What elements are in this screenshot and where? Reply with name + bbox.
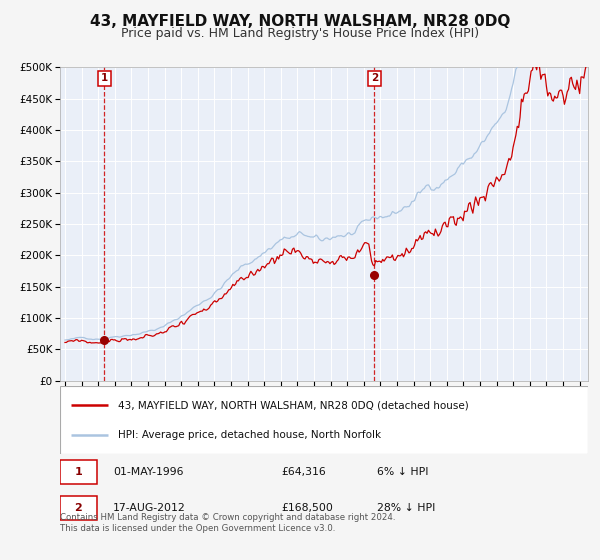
Text: 1: 1 bbox=[74, 467, 82, 477]
Text: 43, MAYFIELD WAY, NORTH WALSHAM, NR28 0DQ: 43, MAYFIELD WAY, NORTH WALSHAM, NR28 0D… bbox=[90, 14, 510, 29]
Text: £168,500: £168,500 bbox=[282, 503, 334, 513]
Text: HPI: Average price, detached house, North Norfolk: HPI: Average price, detached house, Nort… bbox=[118, 430, 381, 440]
Text: 01-MAY-1996: 01-MAY-1996 bbox=[113, 467, 184, 477]
Text: 2: 2 bbox=[74, 503, 82, 513]
Text: Price paid vs. HM Land Registry's House Price Index (HPI): Price paid vs. HM Land Registry's House … bbox=[121, 27, 479, 40]
FancyBboxPatch shape bbox=[60, 496, 97, 520]
Text: 1: 1 bbox=[101, 73, 108, 83]
Text: 2: 2 bbox=[371, 73, 378, 83]
Text: 28% ↓ HPI: 28% ↓ HPI bbox=[377, 503, 435, 513]
Text: Contains HM Land Registry data © Crown copyright and database right 2024.
This d: Contains HM Land Registry data © Crown c… bbox=[60, 513, 395, 533]
Text: 43, MAYFIELD WAY, NORTH WALSHAM, NR28 0DQ (detached house): 43, MAYFIELD WAY, NORTH WALSHAM, NR28 0D… bbox=[118, 400, 469, 410]
Text: £64,316: £64,316 bbox=[282, 467, 326, 477]
Text: 6% ↓ HPI: 6% ↓ HPI bbox=[377, 467, 428, 477]
FancyBboxPatch shape bbox=[60, 460, 97, 484]
Text: 17-AUG-2012: 17-AUG-2012 bbox=[113, 503, 185, 513]
FancyBboxPatch shape bbox=[60, 386, 588, 454]
